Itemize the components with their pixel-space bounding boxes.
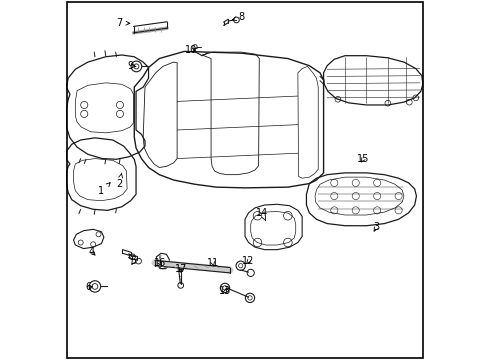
Text: 3: 3 xyxy=(373,222,380,232)
Text: 9: 9 xyxy=(127,61,136,71)
Text: 16: 16 xyxy=(154,258,166,268)
Text: 11: 11 xyxy=(207,258,219,268)
Text: 15: 15 xyxy=(357,154,370,163)
Text: 4: 4 xyxy=(89,247,95,257)
Text: 7: 7 xyxy=(116,18,130,28)
Text: 8: 8 xyxy=(232,13,245,22)
Text: 14: 14 xyxy=(256,208,268,221)
Text: 6: 6 xyxy=(85,282,92,292)
Text: 17: 17 xyxy=(175,264,188,274)
Text: 13: 13 xyxy=(219,287,231,296)
Text: 10: 10 xyxy=(185,45,197,55)
Text: 12: 12 xyxy=(243,256,255,266)
Text: 2: 2 xyxy=(116,173,122,189)
Text: 1: 1 xyxy=(98,183,110,197)
Text: 5: 5 xyxy=(130,256,137,266)
